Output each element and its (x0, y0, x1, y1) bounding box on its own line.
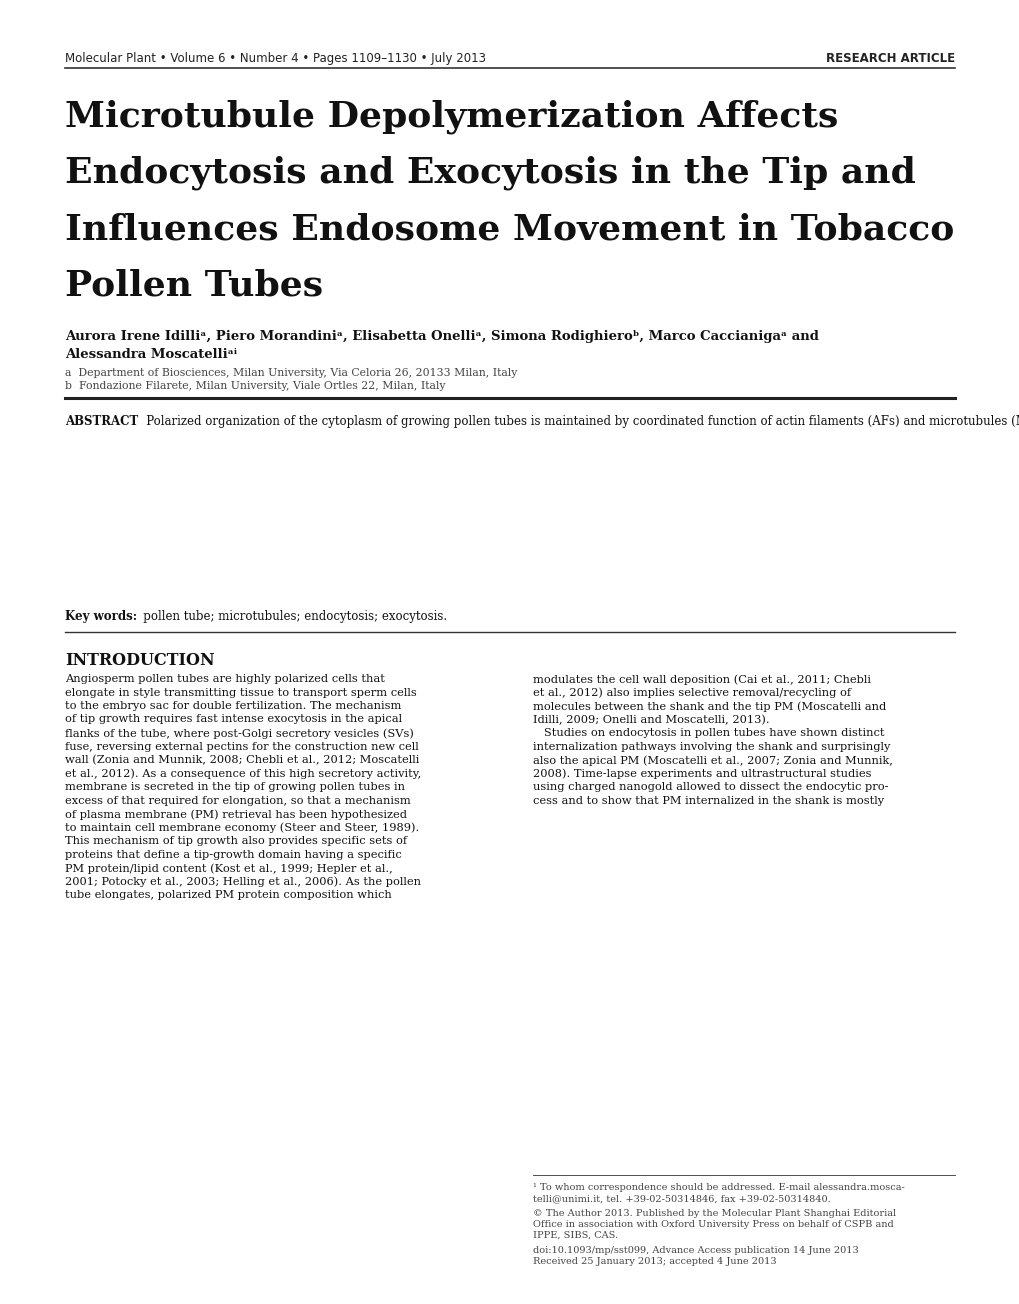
Text: Pollen Tubes: Pollen Tubes (65, 269, 323, 303)
Text: fuse, reversing external pectins for the construction new cell: fuse, reversing external pectins for the… (65, 742, 419, 751)
Text: Molecular Plant • Volume 6 • Number 4 • Pages 1109–1130 • July 2013: Molecular Plant • Volume 6 • Number 4 • … (65, 52, 485, 65)
Text: doi:10.1093/mp/sst099, Advance Access publication 14 June 2013: doi:10.1093/mp/sst099, Advance Access pu… (533, 1247, 858, 1254)
Text: 2001; Potocky et al., 2003; Helling et al., 2006). As the pollen: 2001; Potocky et al., 2003; Helling et a… (65, 876, 421, 887)
Text: 2008). Time-lapse experiments and ultrastructural studies: 2008). Time-lapse experiments and ultras… (533, 768, 870, 778)
Text: wall (Zonia and Munnik, 2008; Chebli et al., 2012; Moscatelli: wall (Zonia and Munnik, 2008; Chebli et … (65, 755, 419, 765)
Text: cess and to show that PM internalized in the shank is mostly: cess and to show that PM internalized in… (533, 795, 883, 806)
Text: proteins that define a tip-growth domain having a specific: proteins that define a tip-growth domain… (65, 849, 401, 859)
Text: a  Department of Biosciences, Milan University, Via Celoria 26, 20133 Milan, Ita: a Department of Biosciences, Milan Unive… (65, 368, 517, 378)
Text: elongate in style transmitting tissue to transport sperm cells: elongate in style transmitting tissue to… (65, 687, 417, 698)
Text: RESEARCH ARTICLE: RESEARCH ARTICLE (825, 52, 954, 65)
Text: tube elongates, polarized PM protein composition which: tube elongates, polarized PM protein com… (65, 891, 391, 900)
Text: Key words:: Key words: (65, 610, 137, 623)
Text: membrane is secreted in the tip of growing pollen tubes in: membrane is secreted in the tip of growi… (65, 782, 405, 792)
Text: excess of that required for elongation, so that a mechanism: excess of that required for elongation, … (65, 795, 411, 806)
Text: Office in association with Oxford University Press on behalf of CSPB and: Office in association with Oxford Univer… (533, 1221, 893, 1228)
Text: Studies on endocytosis in pollen tubes have shown distinct: Studies on endocytosis in pollen tubes h… (533, 728, 883, 738)
Text: to maintain cell membrane economy (Steer and Steer, 1989).: to maintain cell membrane economy (Steer… (65, 823, 419, 833)
Text: modulates the cell wall deposition (Cai et al., 2011; Chebli: modulates the cell wall deposition (Cai … (533, 674, 870, 685)
Text: also the apical PM (Moscatelli et al., 2007; Zonia and Munnik,: also the apical PM (Moscatelli et al., 2… (533, 755, 892, 765)
Text: PM protein/lipid content (Kost et al., 1999; Hepler et al.,: PM protein/lipid content (Kost et al., 1… (65, 863, 392, 874)
Text: © The Author 2013. Published by the Molecular Plant Shanghai Editorial: © The Author 2013. Published by the Mole… (533, 1209, 896, 1218)
Text: INTRODUCTION: INTRODUCTION (65, 652, 214, 669)
Text: et al., 2012). As a consequence of this high secretory activity,: et al., 2012). As a consequence of this … (65, 768, 421, 778)
Text: ABSTRACT: ABSTRACT (65, 415, 139, 428)
Text: using charged nanogold allowed to dissect the endocytic pro-: using charged nanogold allowed to dissec… (533, 782, 888, 792)
Text: internalization pathways involving the shank and surprisingly: internalization pathways involving the s… (533, 742, 890, 751)
Text: Endocytosis and Exocytosis in the Tip and: Endocytosis and Exocytosis in the Tip an… (65, 156, 915, 190)
Text: b  Fondazione Filarete, Milan University, Viale Ortles 22, Milan, Italy: b Fondazione Filarete, Milan University,… (65, 381, 445, 391)
Text: ¹ To whom correspondence should be addressed. E-mail alessandra.mosca-: ¹ To whom correspondence should be addre… (533, 1183, 904, 1192)
Text: Received 25 January 2013; accepted 4 June 2013: Received 25 January 2013; accepted 4 Jun… (533, 1257, 775, 1266)
Text: Aurora Irene Idilliᵃ, Piero Morandiniᵃ, Elisabetta Onelliᵃ, Simona Rodighieroᵇ, : Aurora Irene Idilliᵃ, Piero Morandiniᵃ, … (65, 330, 818, 343)
Text: Polarized organization of the cytoplasm of growing pollen tubes is maintained by: Polarized organization of the cytoplasm … (135, 415, 1019, 428)
Text: pollen tube; microtubules; endocytosis; exocytosis.: pollen tube; microtubules; endocytosis; … (131, 610, 446, 623)
Text: IPPE, SIBS, CAS.: IPPE, SIBS, CAS. (533, 1231, 618, 1240)
Text: et al., 2012) also implies selective removal/recycling of: et al., 2012) also implies selective rem… (533, 687, 850, 698)
Text: Angiosperm pollen tubes are highly polarized cells that: Angiosperm pollen tubes are highly polar… (65, 674, 384, 685)
Text: Idilli, 2009; Onelli and Moscatelli, 2013).: Idilli, 2009; Onelli and Moscatelli, 201… (533, 715, 769, 725)
Text: molecules between the shank and the tip PM (Moscatelli and: molecules between the shank and the tip … (533, 702, 886, 712)
Text: of tip growth requires fast intense exocytosis in the apical: of tip growth requires fast intense exoc… (65, 715, 401, 725)
Text: Influences Endosome Movement in Tobacco: Influences Endosome Movement in Tobacco (65, 213, 954, 246)
Text: This mechanism of tip growth also provides specific sets of: This mechanism of tip growth also provid… (65, 836, 407, 846)
Text: of plasma membrane (PM) retrieval has been hypothesized: of plasma membrane (PM) retrieval has be… (65, 808, 407, 819)
Text: to the embryo sac for double fertilization. The mechanism: to the embryo sac for double fertilizati… (65, 702, 401, 711)
Text: Alessandra Moscatelliᵃⁱ: Alessandra Moscatelliᵃⁱ (65, 348, 236, 361)
Text: flanks of the tube, where post-Golgi secretory vesicles (SVs): flanks of the tube, where post-Golgi sec… (65, 728, 414, 738)
Text: Microtubule Depolymerization Affects: Microtubule Depolymerization Affects (65, 100, 838, 134)
Text: telli@unimi.it, tel. +39-02-50314846, fax +39-02-50314840.: telli@unimi.it, tel. +39-02-50314846, fa… (533, 1194, 829, 1204)
